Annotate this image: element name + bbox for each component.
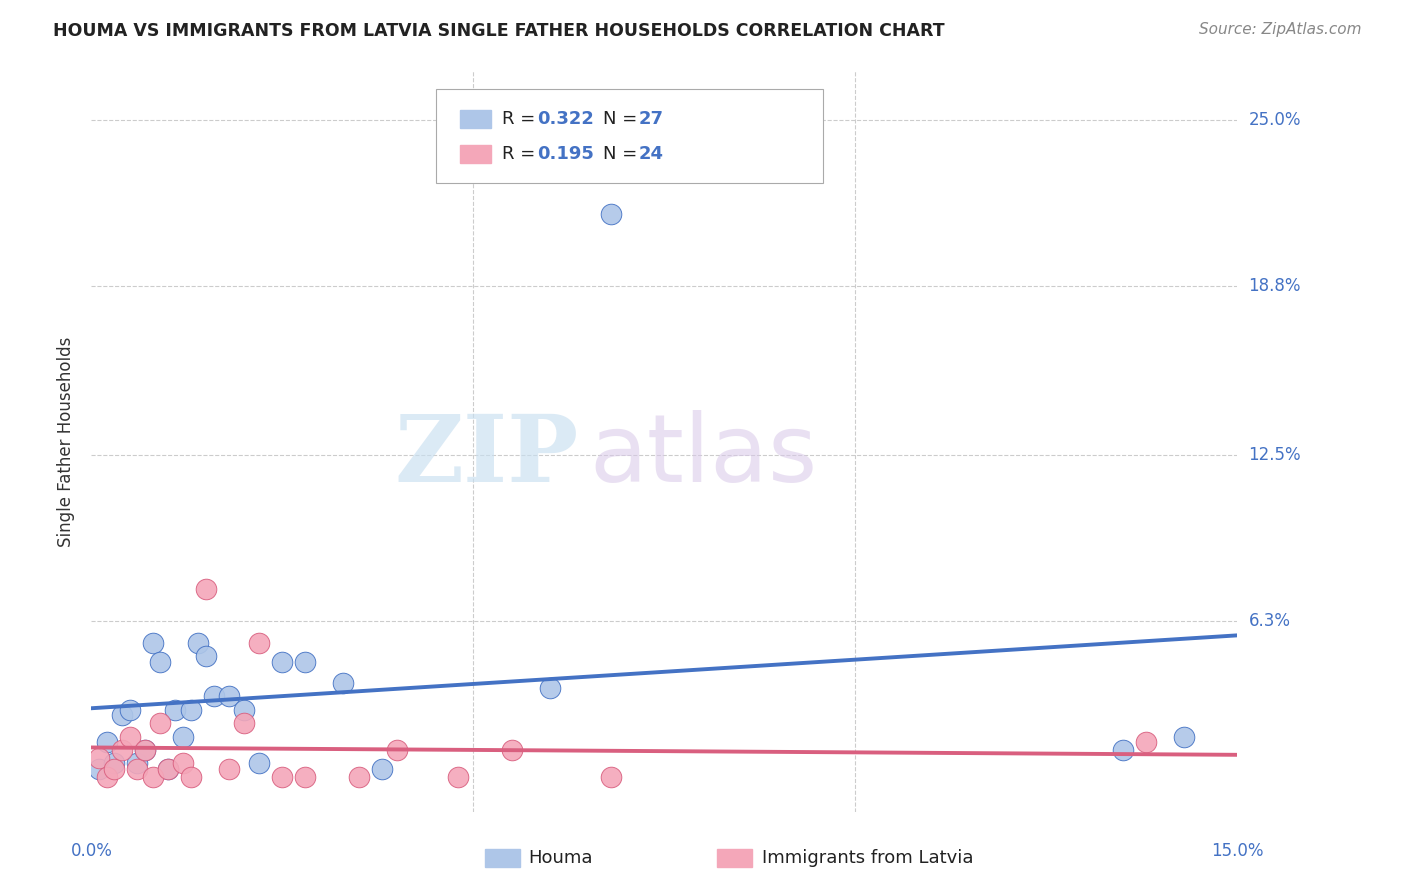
- Text: Source: ZipAtlas.com: Source: ZipAtlas.com: [1198, 22, 1361, 37]
- Text: HOUMA VS IMMIGRANTS FROM LATVIA SINGLE FATHER HOUSEHOLDS CORRELATION CHART: HOUMA VS IMMIGRANTS FROM LATVIA SINGLE F…: [53, 22, 945, 40]
- Point: [149, 716, 172, 731]
- Point: [103, 756, 125, 771]
- Point: [233, 716, 256, 731]
- Text: Houma: Houma: [529, 849, 593, 867]
- Point: [87, 762, 110, 776]
- Text: 27: 27: [638, 110, 664, 128]
- Point: [118, 730, 141, 744]
- Text: R =: R =: [502, 110, 541, 128]
- Point: [218, 690, 240, 704]
- Point: [127, 762, 149, 776]
- Text: N =: N =: [603, 110, 643, 128]
- Point: [141, 770, 163, 784]
- Point: [249, 636, 271, 650]
- Point: [103, 762, 125, 776]
- Point: [538, 681, 561, 696]
- Text: N =: N =: [603, 145, 643, 163]
- Point: [599, 206, 621, 220]
- Point: [294, 655, 316, 669]
- Text: 15.0%: 15.0%: [1211, 842, 1264, 860]
- Point: [96, 735, 118, 749]
- Point: [370, 762, 392, 776]
- Point: [187, 636, 209, 650]
- Text: 25.0%: 25.0%: [1249, 111, 1301, 128]
- Point: [271, 770, 294, 784]
- Point: [271, 655, 294, 669]
- Point: [172, 756, 194, 771]
- Point: [165, 703, 187, 717]
- Y-axis label: Single Father Households: Single Father Households: [58, 336, 76, 547]
- Text: 12.5%: 12.5%: [1249, 446, 1301, 464]
- Text: 0.0%: 0.0%: [70, 842, 112, 860]
- Point: [347, 770, 370, 784]
- Point: [149, 655, 172, 669]
- Text: 0.322: 0.322: [537, 110, 593, 128]
- Point: [134, 743, 156, 757]
- Point: [87, 751, 110, 765]
- Point: [180, 770, 202, 784]
- Text: ZIP: ZIP: [394, 411, 578, 501]
- Point: [194, 649, 217, 664]
- Point: [172, 730, 194, 744]
- Point: [127, 756, 149, 771]
- Point: [332, 676, 354, 690]
- Text: Immigrants from Latvia: Immigrants from Latvia: [762, 849, 973, 867]
- Text: R =: R =: [502, 145, 541, 163]
- Point: [180, 703, 202, 717]
- Point: [233, 703, 256, 717]
- Point: [156, 762, 179, 776]
- Point: [599, 770, 621, 784]
- Point: [156, 762, 179, 776]
- Point: [141, 636, 163, 650]
- Point: [1135, 735, 1157, 749]
- Text: atlas: atlas: [591, 410, 818, 502]
- Point: [202, 690, 225, 704]
- Text: 18.8%: 18.8%: [1249, 277, 1301, 295]
- Point: [194, 582, 217, 596]
- Point: [1173, 730, 1195, 744]
- Point: [96, 770, 118, 784]
- Point: [1111, 743, 1133, 757]
- Point: [249, 756, 271, 771]
- Text: 0.195: 0.195: [537, 145, 593, 163]
- Point: [134, 743, 156, 757]
- Point: [218, 762, 240, 776]
- Point: [294, 770, 316, 784]
- Text: 24: 24: [638, 145, 664, 163]
- Point: [118, 703, 141, 717]
- Point: [385, 743, 408, 757]
- Point: [111, 743, 134, 757]
- Point: [447, 770, 470, 784]
- Point: [111, 708, 134, 723]
- Point: [501, 743, 523, 757]
- Text: 6.3%: 6.3%: [1249, 612, 1291, 631]
